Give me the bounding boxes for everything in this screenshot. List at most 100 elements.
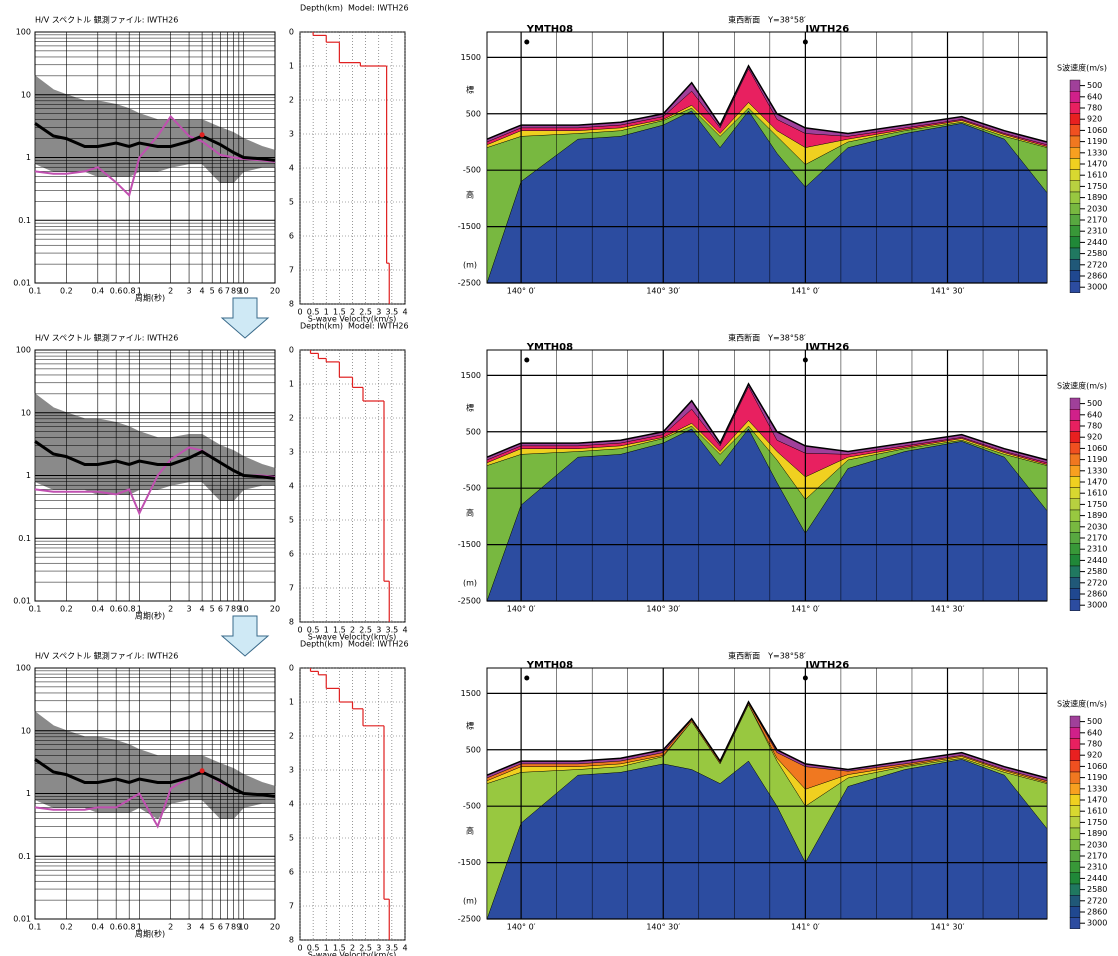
x-tick-label: 2.5 (359, 944, 372, 953)
y-tick-label: 5 (289, 516, 294, 525)
x-tick-label: 5 (210, 923, 215, 932)
colorbar-label: 780 (1087, 422, 1102, 431)
y-tick-label: 1500 (461, 689, 481, 698)
colorbar-swatch (1069, 760, 1081, 773)
x-tick-label: 20 (270, 923, 280, 932)
x-tick-label: 9 (236, 605, 241, 614)
colorbar-label: 1750 (1087, 182, 1107, 191)
x-tick-label: 9 (236, 923, 241, 932)
station-marker (524, 675, 530, 681)
y-tick-label: 1 (289, 62, 294, 71)
y-tick-label: 10 (21, 408, 31, 417)
colorbar-swatch (1069, 90, 1081, 103)
colorbar-label: 640 (1087, 728, 1102, 737)
y-tick-label: 1500 (461, 53, 481, 62)
colorbar-label: 2720 (1087, 260, 1107, 269)
x-tick-label: 2.5 (359, 308, 372, 317)
colorbar-swatch (1069, 861, 1081, 873)
x-tick-label: 140° 0′ (507, 923, 536, 932)
colorbar-swatch (1069, 465, 1081, 477)
colorbar-swatch (1069, 727, 1081, 739)
y-axis-label: (m) (463, 897, 477, 906)
colorbar-swatch (1069, 715, 1081, 728)
colorbar-label: 2310 (1087, 227, 1107, 236)
x-tick-label: 0.5 (307, 308, 320, 317)
colorbar-label: 1470 (1087, 160, 1107, 169)
y-tick-label: 500 (466, 427, 481, 436)
x-tick-label: 0 (297, 308, 302, 317)
colorbar-swatch (1069, 191, 1081, 204)
x-tick-label: 5 (210, 287, 215, 296)
chart-title: 東西断面 Y=38°58′ (728, 15, 806, 25)
colorbar-label: 2580 (1087, 249, 1107, 258)
colorbar-label: 1060 (1087, 126, 1107, 135)
y-tick-label: 4 (289, 800, 294, 809)
x-tick-label: 0.4 (91, 605, 104, 614)
y-tick-label: 1 (26, 471, 31, 480)
colorbar-label: 640 (1087, 410, 1102, 419)
x-axis-label: S-wave Velocity(km/s) (308, 315, 397, 324)
colorbar-label: 1610 (1087, 489, 1107, 498)
y-axis-label: 標 (466, 403, 474, 413)
colorbar-swatch (1069, 532, 1081, 544)
colorbar-label: 2030 (1087, 840, 1107, 849)
y-tick-label: 4 (289, 482, 294, 491)
x-tick-label: 8 (231, 605, 236, 614)
x-tick-label: 141° 0′ (791, 287, 820, 296)
station-label: YMTH08 (526, 24, 573, 35)
x-tick-label: 3.5 (386, 626, 399, 635)
colorbar-swatch (1069, 397, 1081, 410)
y-tick-label: 3 (289, 448, 294, 457)
x-axis-label: S-wave Velocity(km/s) (308, 633, 397, 642)
x-tick-label: 141° 0′ (791, 605, 820, 614)
x-tick-label: 0.1 (29, 605, 42, 614)
colorbar-label: 2440 (1087, 238, 1107, 247)
x-tick-label: 3 (376, 626, 381, 635)
y-tick-label: 0 (289, 28, 294, 37)
colorbar-swatch (1069, 827, 1081, 840)
chart-title: H/V スペクトル 観測ファイル: IWTH26 (35, 651, 178, 661)
colorbar-swatch (1069, 816, 1081, 829)
y-tick-label: 2 (289, 732, 294, 741)
colorbar-label: 1890 (1087, 193, 1107, 202)
colorbar-label: 1330 (1087, 466, 1107, 475)
y-tick-label: 0 (289, 346, 294, 355)
y-tick-label: 7 (289, 902, 294, 911)
x-tick-label: 0.2 (60, 923, 73, 932)
colorbar-label: 920 (1087, 433, 1102, 442)
x-tick-label: 0.4 (91, 923, 104, 932)
x-tick-label: 140° 30′ (646, 923, 680, 932)
x-tick-label: 0.1 (29, 287, 42, 296)
colorbar-label: 920 (1087, 751, 1102, 760)
x-tick-label: 0.4 (91, 287, 104, 296)
x-tick-label: 5 (210, 605, 215, 614)
colorbar-swatch (1069, 281, 1081, 294)
station-label: IWTH26 (805, 342, 849, 353)
x-tick-label: 3 (376, 944, 381, 953)
series-line (34, 114, 276, 198)
y-tick-label: 6 (289, 232, 294, 241)
y-tick-label: 500 (466, 109, 481, 118)
colorbar-label: 1750 (1087, 500, 1107, 509)
colorbar-label: 2580 (1087, 885, 1107, 894)
y-tick-label: 0.1 (18, 852, 31, 861)
colorbar-swatch (1069, 124, 1081, 137)
x-tick-label: 141° 30′ (931, 287, 965, 296)
y-tick-label: 100 (16, 346, 31, 355)
chart-title: 東西断面 Y=38°58′ (728, 651, 806, 661)
y-tick-label: 3 (289, 766, 294, 775)
y-tick-label: 6 (289, 868, 294, 877)
colorbar-label: 1190 (1087, 137, 1107, 146)
colorbar-title: S波速度(m/s) (1057, 381, 1107, 391)
y-axis-label: 高 (466, 508, 474, 518)
y-tick-label: -2500 (458, 597, 481, 606)
x-tick-label: 1.5 (333, 944, 346, 953)
colorbar-label: 3000 (1087, 601, 1107, 610)
x-tick-label: 141° 30′ (931, 605, 965, 614)
y-axis-label: (m) (463, 579, 477, 588)
x-tick-label: 4 (200, 605, 205, 614)
y-tick-label: 10 (21, 726, 31, 735)
colorbar-swatch (1069, 135, 1081, 148)
x-tick-label: 1 (324, 308, 329, 317)
y-tick-label: 2 (289, 96, 294, 105)
